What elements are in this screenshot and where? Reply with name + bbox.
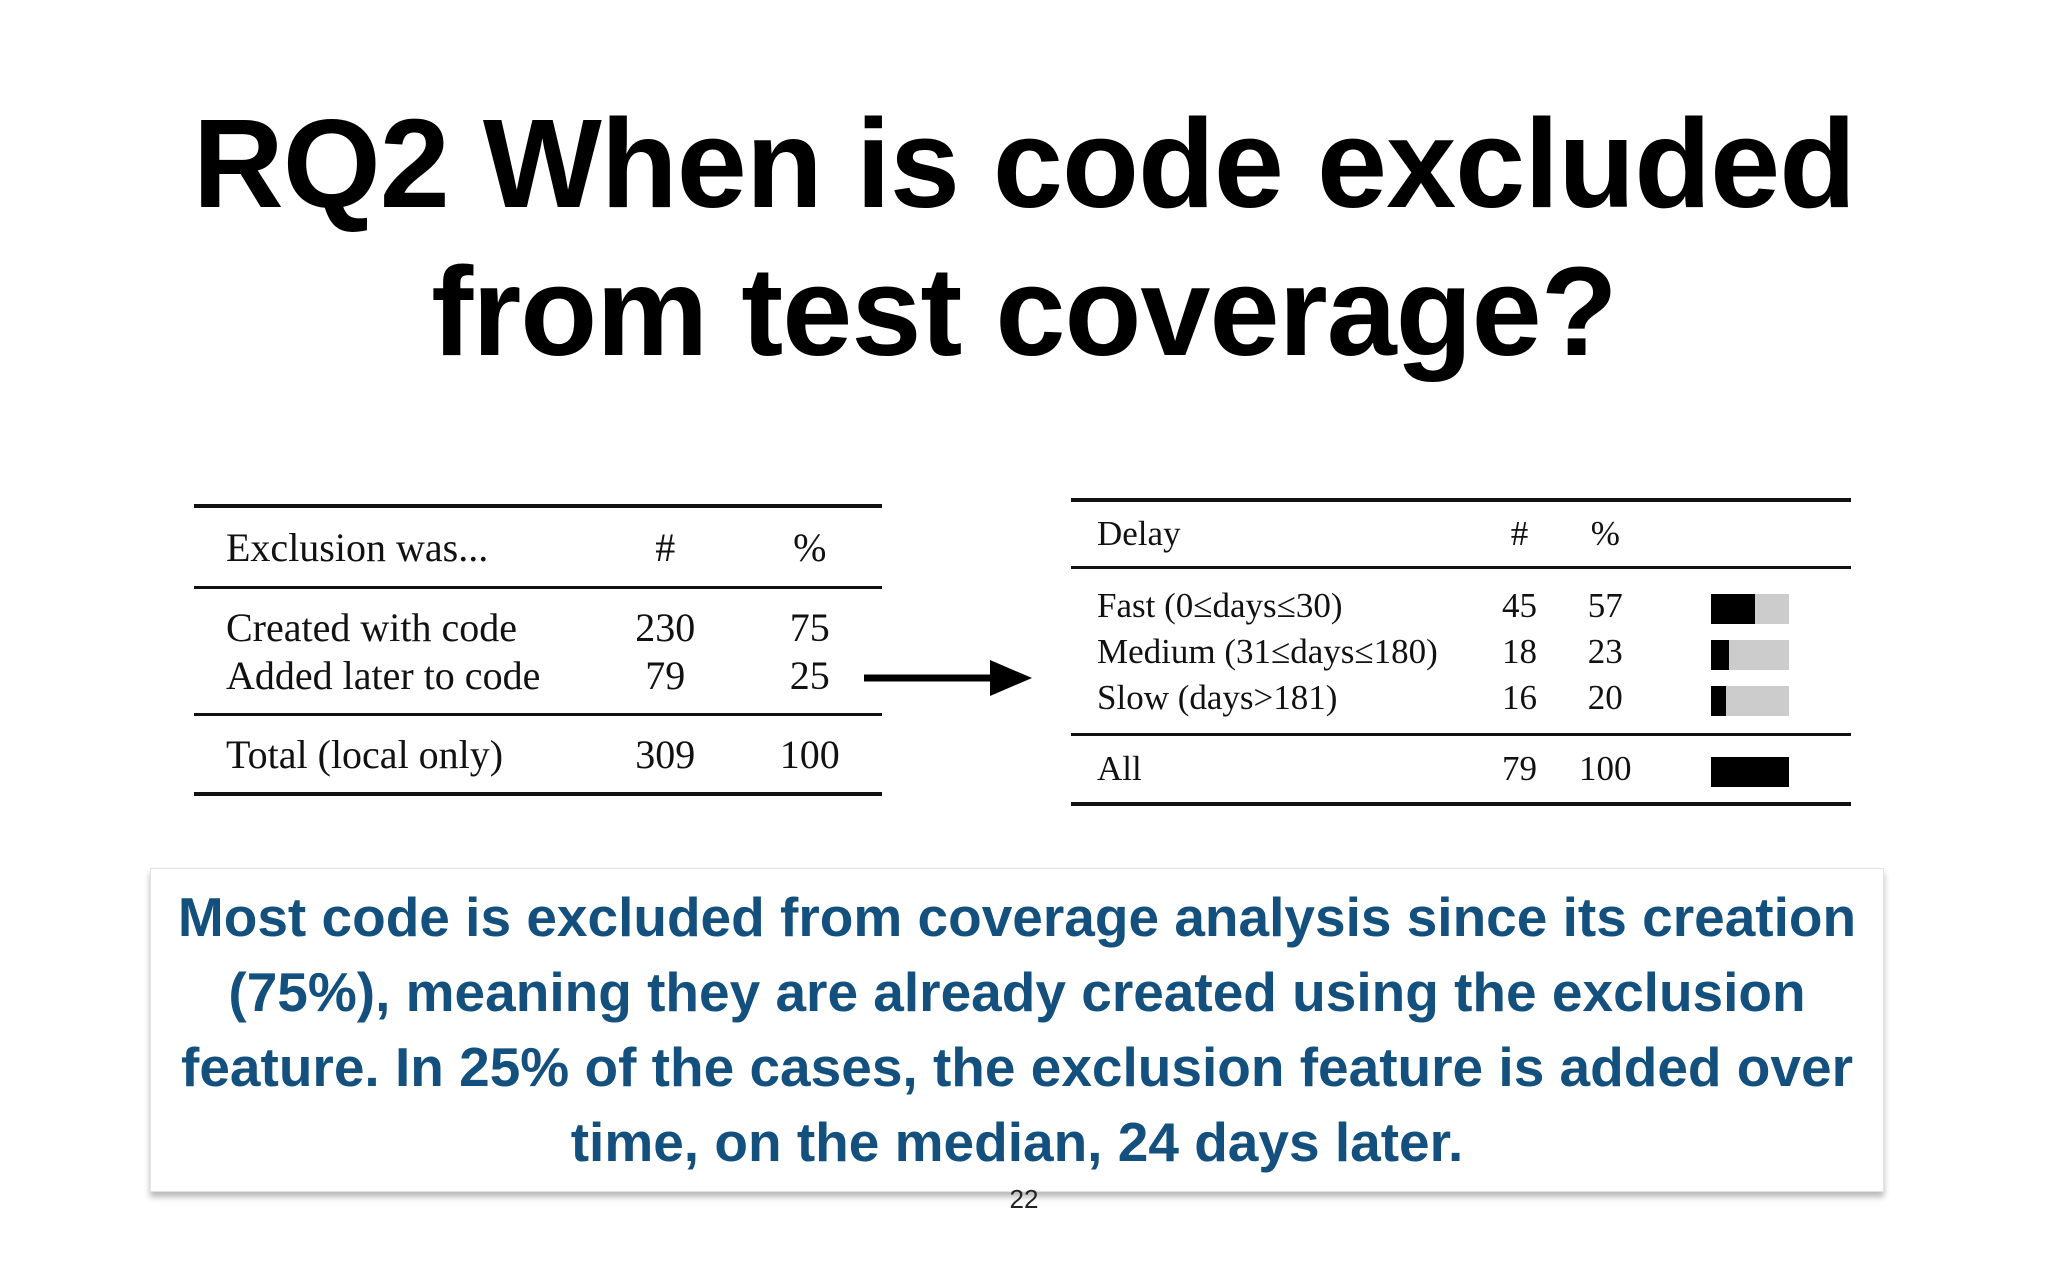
- exclusion-table: Exclusion was... # % Created with code 2…: [194, 504, 882, 796]
- total-percent: 100: [737, 713, 882, 794]
- total-percent: 100: [1562, 733, 1649, 804]
- total-count: 79: [1476, 733, 1563, 804]
- row-label: Fast (0≤days≤30): [1097, 586, 1343, 625]
- percent-bar: [1710, 685, 1789, 716]
- delay-header-bar: [1648, 500, 1851, 569]
- percent-bar: [1710, 639, 1789, 670]
- percent-bar: [1710, 593, 1789, 624]
- row-percent: 57: [1587, 586, 1623, 625]
- row-count: 18: [1501, 632, 1537, 671]
- row-label: Slow (days>181): [1097, 678, 1338, 717]
- exclusion-header-count: #: [593, 506, 738, 589]
- delay-table-header: Delay # %: [1071, 500, 1851, 569]
- row-count: 79: [645, 652, 686, 698]
- summary-text: Most code is excluded from coverage anal…: [177, 886, 1857, 1173]
- row-label: Medium (31≤days≤180): [1097, 632, 1438, 671]
- row-percent: 25: [789, 652, 830, 698]
- summary-callout: Most code is excluded from coverage anal…: [150, 868, 1884, 1192]
- row-percent: 23: [1587, 632, 1623, 671]
- table-row: Medium (31≤days≤180) 18 23: [1071, 629, 1851, 675]
- table-row: Fast (0≤days≤30) 45 57: [1071, 568, 1851, 630]
- percent-bar-fill: [1710, 639, 1729, 670]
- exclusion-header-percent: %: [737, 506, 882, 589]
- row-percent: 20: [1587, 678, 1623, 717]
- delay-header-count: #: [1476, 500, 1563, 569]
- percent-bar: [1710, 756, 1789, 787]
- slide-title-line-1: RQ2 When is code excluded: [192, 93, 1856, 234]
- total-label: Total (local only): [194, 713, 594, 794]
- percent-bar-fill: [1710, 756, 1789, 787]
- percent-bar-fill: [1710, 593, 1756, 624]
- row-count: 45: [1501, 586, 1537, 625]
- table-row: Slow (days>181) 16 20: [1071, 675, 1851, 735]
- total-count: 309: [593, 713, 738, 794]
- right-arrow-icon: [864, 660, 1032, 696]
- table-total-row: All 79 100: [1071, 733, 1851, 804]
- table-total-row: Total (local only) 309 100: [194, 713, 882, 794]
- slide-title-line-2: from test coverage?: [431, 241, 1617, 382]
- percent-bar-fill: [1710, 685, 1727, 716]
- row-label: Created with code: [226, 604, 517, 650]
- row-count: 230: [635, 604, 696, 650]
- slide-title: RQ2 When is code excluded from test cove…: [0, 90, 2048, 386]
- exclusion-table-header: Exclusion was... # %: [194, 506, 882, 589]
- delay-table: Delay # % Fast (0≤days≤30) 45 57 Medium …: [1071, 498, 1851, 806]
- row-percent: 75: [789, 604, 830, 650]
- row-count: 16: [1501, 678, 1537, 717]
- exclusion-header-label: Exclusion was...: [194, 506, 594, 589]
- delay-header-label: Delay: [1071, 500, 1477, 569]
- table-row: Added later to code 79 25: [194, 651, 882, 715]
- delay-header-percent: %: [1562, 500, 1649, 569]
- page-number: 22: [1009, 1184, 1039, 1214]
- table-row: Created with code 230 75: [194, 588, 882, 652]
- total-label: All: [1071, 733, 1477, 804]
- row-label: Added later to code: [226, 652, 541, 698]
